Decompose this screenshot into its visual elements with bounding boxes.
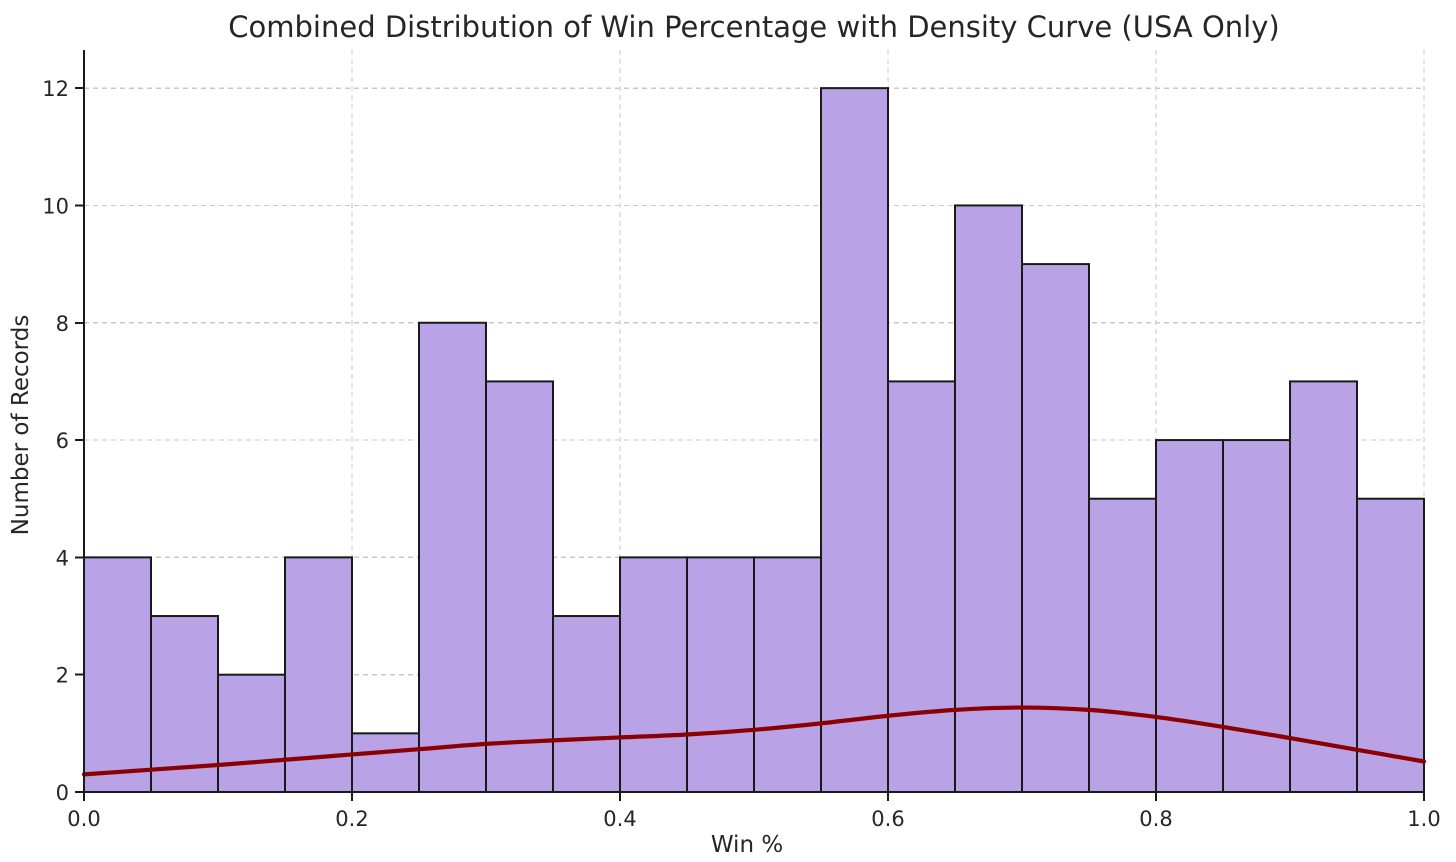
x-tick-label: 1.0 [1407,807,1440,831]
histogram-bar [485,380,554,793]
histogram-bar [83,556,152,793]
histogram-bar [619,556,688,793]
tick-labels: 0 2 4 6 8 10 12 0.0 0.2 0.4 0.6 0.8 1.0 [42,77,1440,831]
y-tick-label: 2 [56,664,69,688]
y-tick-label: 4 [56,546,69,570]
y-tick-label: 12 [42,77,69,101]
density-curve [81,705,1427,777]
histogram-bar [1289,380,1358,793]
chart-title: Combined Distribution of Win Percentage … [228,10,1279,44]
density-curve-path [81,705,1427,777]
x-axis-label: Win % [711,832,783,858]
histogram-bar [887,380,956,793]
y-tick-label: 10 [42,194,69,218]
histogram-bar [1021,263,1090,793]
x-tick-label: 0.6 [871,807,904,831]
histogram-bar [686,556,755,793]
histogram-bar [1356,497,1425,793]
histogram-bar [1155,439,1224,793]
y-axis-label: Number of Records [8,315,34,536]
x-tick-label: 0.8 [1139,807,1172,831]
histogram-bar [552,615,621,793]
histogram-bar [1088,497,1157,793]
histogram-bar [820,87,889,794]
histogram-bar [954,204,1023,794]
x-tick-label: 0.2 [335,807,368,831]
histogram-bar [351,732,420,793]
histogram-bar [418,321,487,793]
histogram-bar [1222,439,1291,793]
x-tick-label: 0.4 [603,807,636,831]
histogram-bar [753,556,822,793]
x-tick-label: 0.0 [67,807,100,831]
y-tick-label: 8 [56,312,69,336]
y-tick-label: 0 [56,781,69,805]
histogram-bar [217,673,286,793]
y-tick-label: 6 [56,429,69,453]
axes [75,50,1425,801]
